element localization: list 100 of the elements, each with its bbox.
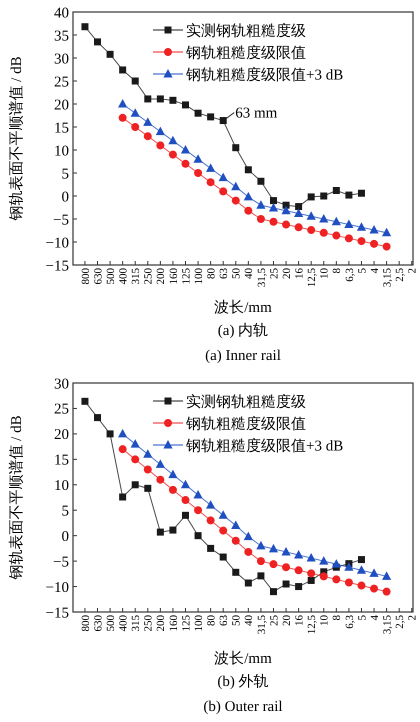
x-tick-label: 31,5: [256, 614, 268, 634]
x-tick-label: 4: [368, 268, 381, 274]
point: [256, 215, 265, 223]
point: [118, 114, 127, 122]
point: [357, 237, 366, 246]
x-tick-label: 2,5: [394, 614, 406, 629]
y-tick-label: 0: [62, 528, 69, 545]
point: [193, 154, 203, 163]
point: [118, 445, 127, 454]
text: (b) 外轨: [217, 673, 269, 690]
point: [382, 242, 391, 251]
x-tick-label: 250: [142, 614, 155, 632]
y-tick-label: 10: [54, 478, 69, 494]
x-tick-label: 800: [80, 268, 92, 284]
point: [282, 202, 290, 209]
point: [231, 520, 240, 529]
point: [370, 240, 378, 248]
y-tick-label: 35: [54, 28, 69, 44]
point: [244, 548, 252, 556]
point: [218, 172, 228, 182]
x-tick-label: 100: [192, 268, 205, 284]
x-tick-label: 200: [155, 268, 168, 284]
x-tick-label: 315: [130, 268, 142, 284]
x-tick-label: 315: [130, 614, 142, 632]
point: [232, 536, 240, 545]
y-tick-label: 5: [62, 503, 69, 520]
y-tick-label: −15: [46, 258, 69, 274]
y-tick-label: 0: [62, 189, 69, 206]
point: [219, 187, 228, 196]
x-tick-label: 40: [243, 614, 256, 626]
point: [282, 580, 290, 588]
point: [294, 208, 304, 217]
x-tick-label: 20: [280, 268, 293, 279]
point: [244, 206, 252, 215]
annotation: 63 mm: [235, 106, 278, 122]
x-tick-label: 63: [218, 268, 230, 279]
x-tick-label: 20: [280, 614, 293, 626]
y-tick-label: 5: [62, 166, 69, 182]
point: [168, 136, 178, 144]
point: [207, 113, 214, 120]
x-tick-label: 800: [80, 614, 92, 632]
point: [356, 565, 366, 574]
point: [207, 544, 214, 552]
point: [268, 544, 278, 552]
point: [106, 430, 114, 438]
x-tick-label: 6,3: [344, 614, 356, 629]
legend-label: 钢轨粗糙度级限值: [185, 415, 306, 432]
point: [132, 481, 139, 488]
point: [220, 554, 227, 561]
x-tick-label: 5: [356, 268, 368, 274]
x-tick-label: 10: [318, 614, 331, 626]
x-axis-title: 波长/mm: [214, 299, 272, 316]
point: [232, 568, 240, 576]
x-tick-label: 6,3: [344, 268, 356, 282]
point: [156, 476, 164, 484]
y-tick-label: 30: [54, 51, 69, 68]
legend-label: 钢轨粗糙度级限值: [185, 44, 306, 62]
point: [308, 576, 315, 584]
point: [369, 225, 379, 234]
text: (a) 内轨: [218, 322, 268, 339]
x-tick-label: 200: [155, 614, 168, 632]
point: [382, 588, 391, 596]
x-tick-label: 10: [318, 268, 331, 279]
point: [143, 117, 152, 126]
x-tick-label: 16: [293, 614, 306, 626]
x-tick-label: 25: [268, 614, 280, 626]
point: [281, 206, 291, 214]
point: [232, 196, 240, 205]
x-tick-label: 5: [356, 614, 368, 620]
point: [193, 490, 203, 498]
point: [94, 414, 102, 422]
point: [118, 99, 128, 108]
x-tick-label: 50: [230, 268, 243, 279]
point: [370, 584, 378, 593]
x-tick-label: 63: [218, 614, 230, 626]
point: [182, 101, 189, 108]
point: [168, 150, 177, 159]
y-tick-label: 20: [54, 427, 69, 444]
legend-label: 钢轨粗糙度级限值+3 dB: [185, 66, 344, 84]
point: [206, 178, 215, 186]
point: [220, 117, 227, 124]
point: [357, 582, 366, 590]
point: [206, 516, 215, 524]
y-tick-label: 15: [54, 452, 69, 469]
point: [320, 228, 328, 237]
point: [94, 38, 102, 46]
point: [169, 526, 176, 534]
point: [294, 566, 303, 574]
x-tick-label: 40: [243, 268, 256, 279]
point: [269, 218, 278, 226]
point: [144, 484, 152, 492]
point: [232, 144, 240, 152]
point: [332, 575, 340, 584]
point: [130, 108, 140, 117]
x-tick-label: 25: [268, 268, 280, 279]
point: [294, 550, 304, 559]
x-tick-label: 2: [406, 615, 419, 620]
point: [156, 126, 165, 136]
point: [168, 486, 177, 494]
point: [332, 559, 341, 568]
